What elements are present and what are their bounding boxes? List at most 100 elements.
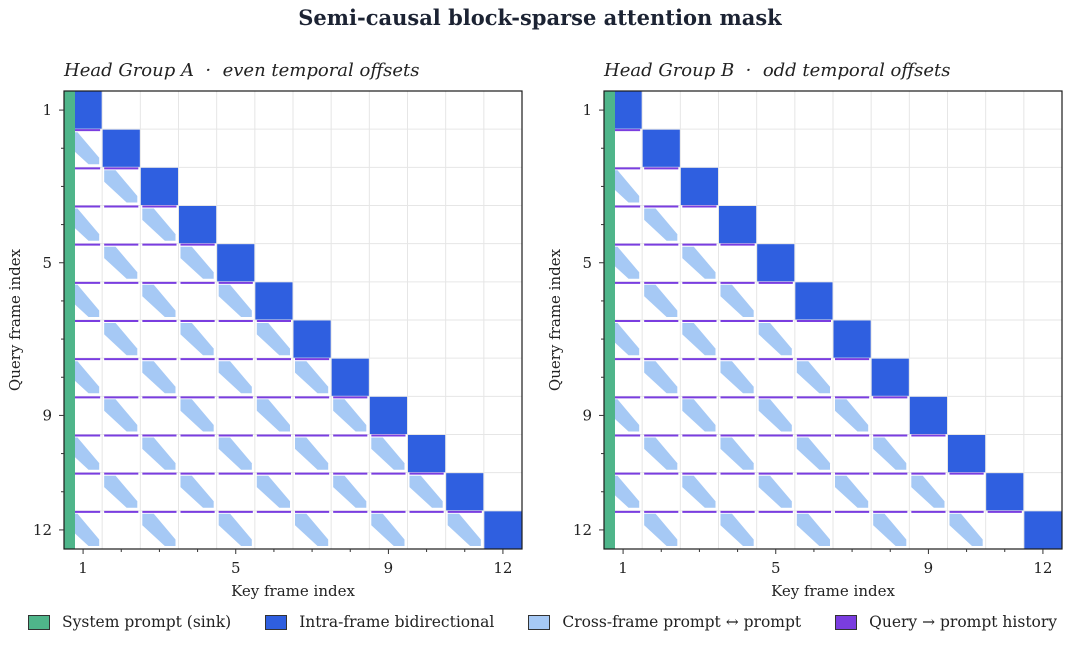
cross-frame-band <box>682 399 716 432</box>
y-tick-label: 1 <box>582 101 592 119</box>
cross-frame-band <box>180 475 214 508</box>
y-tick-label: 5 <box>582 254 592 272</box>
cross-frame-band <box>256 323 290 356</box>
cross-frame-band <box>142 284 176 317</box>
x-tick-label: 9 <box>924 559 934 577</box>
y-tick-label: 9 <box>582 406 592 424</box>
plot-frame <box>603 90 1063 550</box>
cross-frame-band <box>104 399 138 432</box>
x-tick-label: 12 <box>493 559 512 577</box>
sink-column <box>64 91 75 549</box>
intra-frame-block <box>909 396 947 434</box>
y-tick-label: 9 <box>42 406 52 424</box>
legend: System prompt (sink) Intra-frame bidirec… <box>28 609 1057 635</box>
figure-title: Semi-causal block-sparse attention mask <box>298 5 782 30</box>
cross-frame-band <box>911 475 945 508</box>
cross-frame-band <box>256 399 290 432</box>
cross-frame-band <box>644 513 678 546</box>
y-tick-label: 1 <box>42 101 52 119</box>
cross-frame-band <box>371 513 405 546</box>
legend-swatch-history <box>835 614 858 630</box>
cross-frame-band <box>949 513 983 546</box>
cross-frame-band <box>180 399 214 432</box>
x-tick-label: 9 <box>384 559 394 577</box>
intra-frame-block <box>948 435 986 473</box>
intra-frame-block <box>833 320 871 358</box>
cross-frame-band <box>796 361 830 394</box>
intra-frame-block <box>255 282 293 320</box>
cross-frame-band <box>295 513 329 546</box>
intra-frame-block <box>217 244 255 282</box>
legend-swatch-intra <box>265 614 288 630</box>
x-tick-label: 5 <box>231 559 241 577</box>
x-axis-label: Key frame index <box>231 582 355 600</box>
cross-frame-band <box>218 437 252 470</box>
cross-frame-band <box>682 475 716 508</box>
cross-frame-band <box>835 475 869 508</box>
panel-title: Head Group B · odd temporal offsets <box>603 60 951 81</box>
legend-item-intra: Intra-frame bidirectional <box>265 613 494 631</box>
intra-frame-block <box>331 358 369 396</box>
cross-frame-band <box>180 246 214 279</box>
cross-frame-band <box>644 361 678 394</box>
cross-frame-band <box>218 361 252 394</box>
plot-frame <box>63 90 523 550</box>
intra-frame-block <box>484 511 522 549</box>
legend-label-sink: System prompt (sink) <box>62 613 232 631</box>
cross-frame-band <box>682 323 716 356</box>
cross-frame-band <box>409 475 443 508</box>
x-tick-label: 12 <box>1033 559 1052 577</box>
cross-frame-band <box>104 475 138 508</box>
cross-frame-band <box>447 513 481 546</box>
cross-frame-band <box>720 513 754 546</box>
intra-frame-block <box>140 167 178 205</box>
cross-frame-band <box>256 475 290 508</box>
cross-frame-band <box>644 208 678 241</box>
cross-frame-band <box>796 513 830 546</box>
x-tick-label: 5 <box>771 559 781 577</box>
legend-swatch-sink <box>28 614 50 630</box>
sink-column <box>604 91 615 549</box>
cross-frame-band <box>180 323 214 356</box>
cross-frame-band <box>682 246 716 279</box>
x-tick-label: 1 <box>78 559 88 577</box>
intra-frame-block <box>719 206 757 244</box>
y-axis-label: Query frame index <box>6 248 24 391</box>
legend-label-cross: Cross-frame prompt ↔ prompt <box>562 613 802 631</box>
cross-frame-band <box>104 323 138 356</box>
legend-item-history: Query → prompt history <box>835 613 1057 631</box>
cross-frame-band <box>835 399 869 432</box>
y-tick-label: 12 <box>573 521 592 539</box>
cross-frame-band <box>644 437 678 470</box>
intra-frame-block <box>369 396 407 434</box>
intra-frame-block <box>795 282 833 320</box>
intra-frame-block <box>642 129 680 167</box>
cross-frame-band <box>295 437 329 470</box>
intra-frame-block <box>757 244 795 282</box>
legend-swatch-cross <box>528 614 551 630</box>
intra-frame-block <box>986 473 1024 511</box>
legend-label-intra: Intra-frame bidirectional <box>299 613 495 631</box>
y-axis-label: Query frame index <box>546 248 564 391</box>
intra-frame-block <box>1024 511 1062 549</box>
cross-frame-band <box>720 437 754 470</box>
cross-frame-band <box>758 475 792 508</box>
cross-frame-band <box>218 284 252 317</box>
cross-frame-band <box>142 437 176 470</box>
cross-frame-band <box>371 437 405 470</box>
intra-frame-block <box>871 358 909 396</box>
intra-frame-block <box>102 129 140 167</box>
cross-frame-band <box>720 284 754 317</box>
y-tick-label: 5 <box>42 254 52 272</box>
x-tick-label: 1 <box>618 559 628 577</box>
cross-frame-band <box>295 361 329 394</box>
legend-item-cross: Cross-frame prompt ↔ prompt <box>528 613 801 631</box>
intra-frame-block <box>408 435 446 473</box>
cross-frame-band <box>218 513 252 546</box>
cross-frame-band <box>142 513 176 546</box>
intra-frame-block <box>179 206 217 244</box>
intra-frame-block <box>680 167 718 205</box>
legend-label-history: Query → prompt history <box>869 613 1058 631</box>
